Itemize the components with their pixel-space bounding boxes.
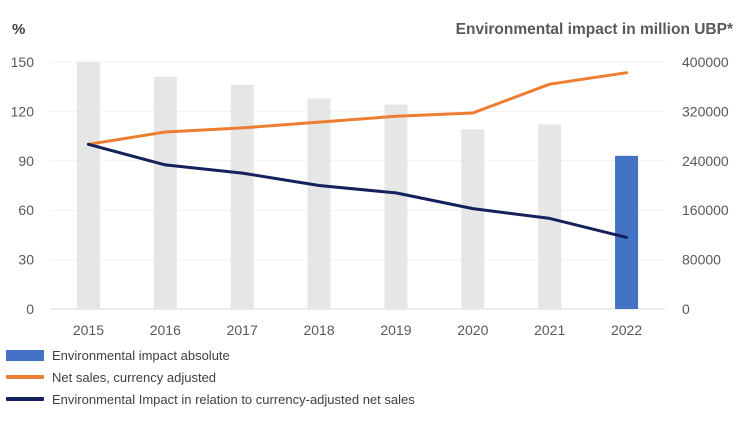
chart-area: % Environmental impact in million UBP* 0… [11, 21, 734, 338]
left-tick-label: 30 [18, 252, 34, 268]
x-tick-label: 2016 [150, 322, 181, 338]
series-line [86, 142, 629, 239]
x-tick-label: 2021 [534, 322, 565, 338]
legend-label-net-sales: Net sales, currency adjusted [52, 369, 217, 385]
legend-item-relative: Environmental Impact in relation to curr… [6, 388, 415, 410]
x-tick-label: 2020 [457, 322, 488, 338]
left-tick-label: 90 [18, 153, 34, 169]
bar [538, 124, 562, 310]
right-tick-label: 0 [682, 301, 690, 317]
series-line [86, 71, 629, 146]
left-tick-label: 150 [11, 54, 35, 70]
left-tick-label: 60 [18, 202, 34, 218]
bar [461, 129, 485, 309]
x-tick-label: 2018 [303, 322, 334, 338]
bar [76, 62, 100, 309]
left-tick-label: 120 [11, 103, 35, 119]
legend-item-absolute: Environmental impact absolute [6, 344, 415, 366]
legend-label-absolute: Environmental impact absolute [52, 347, 230, 363]
bar [384, 104, 408, 309]
legend-item-net-sales: Net sales, currency adjusted [6, 366, 415, 388]
right-tick-label: 320000 [682, 103, 729, 119]
left-tick-label: 0 [26, 301, 34, 317]
bar [153, 76, 177, 309]
x-tick-label: 2015 [73, 322, 104, 338]
right-tick-label: 240000 [682, 153, 729, 169]
left-axis-title: % [12, 21, 25, 38]
gridlines [50, 61, 665, 310]
right-axis-ticks: 0 80000 160000 240000 320000 400000 [682, 54, 729, 317]
x-tick-label: 2019 [380, 322, 411, 338]
x-tick-label: 2017 [227, 322, 258, 338]
left-axis-ticks: 0 30 60 90 120 150 [11, 54, 35, 317]
x-axis-ticks: 2015 2016 2017 2018 2019 2020 2021 2022 [73, 322, 642, 338]
legend-label-relative: Environmental Impact in relation to curr… [52, 391, 415, 407]
right-tick-label: 160000 [682, 202, 729, 218]
legend: Environmental impact absolute Net sales,… [6, 344, 415, 410]
bar [307, 98, 331, 310]
legend-swatch-bar [6, 349, 44, 361]
legend-swatch-orange-line [6, 375, 44, 379]
bar [615, 155, 639, 309]
right-tick-label: 400000 [682, 54, 729, 70]
bars [76, 62, 639, 310]
right-axis-title: Environmental impact in million UBP* [456, 21, 734, 38]
x-tick-label: 2022 [611, 322, 642, 338]
bar [230, 84, 254, 309]
right-tick-label: 80000 [682, 252, 721, 268]
legend-swatch-navy-line [6, 397, 44, 401]
series-lines [86, 71, 629, 239]
